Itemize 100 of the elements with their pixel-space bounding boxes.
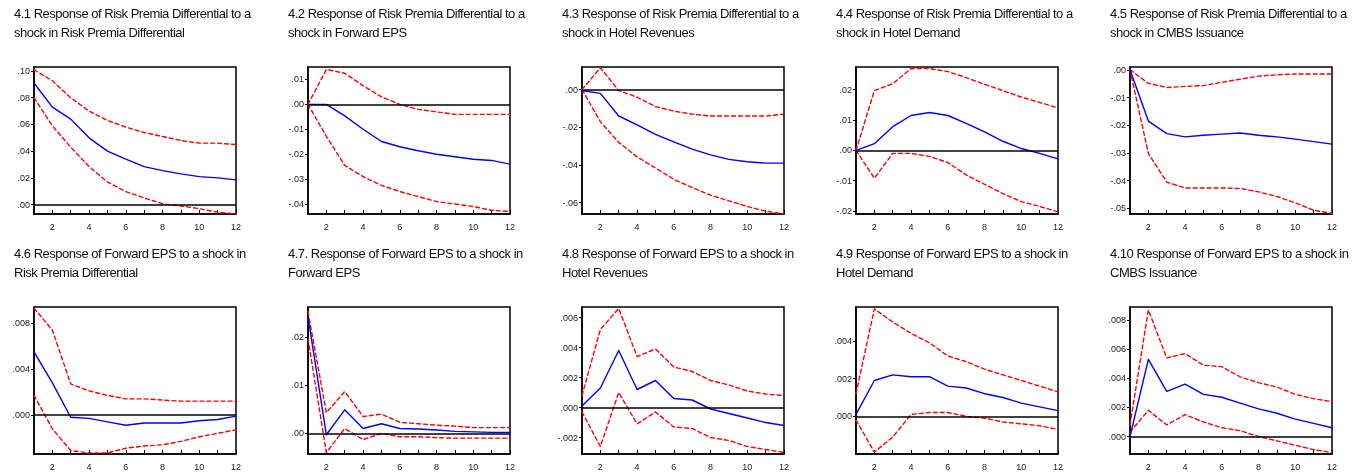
line-series — [33, 351, 237, 426]
x-tick-label: 12 — [230, 221, 242, 232]
x-tick-label: 6 — [397, 221, 403, 232]
x-tick-label: 6 — [123, 461, 129, 472]
y-tick-label: .01 — [291, 380, 304, 391]
y-tick-label: .10 — [17, 66, 30, 77]
y-tick-label: -.06 — [562, 197, 578, 208]
chart-title: 4.8 Response of Forward EPS to a shock in Hotel Revenues — [562, 245, 795, 282]
line-series — [581, 349, 785, 427]
chart-title: 4.1 Response of Risk Premia Differential to a shock in Risk Premia Differential — [14, 5, 252, 42]
x-tick-label: 10 — [742, 221, 753, 232]
x-tick-label: 10 — [194, 461, 205, 472]
y-tick-label: -.02 — [288, 149, 304, 160]
x-tick-label: 2 — [323, 461, 329, 472]
x-tick-label: 12 — [504, 461, 516, 472]
line-series — [33, 82, 237, 181]
y-tick-label: -.04 — [288, 199, 304, 210]
x-tick-label: 4 — [360, 221, 366, 232]
y-tick-label: .008 — [12, 318, 30, 329]
x-tick-label: 4 — [908, 461, 914, 472]
x-tick-label: 12 — [778, 461, 790, 472]
x-tick-label: 2 — [49, 461, 55, 472]
x-tick-label: 4 — [360, 461, 366, 472]
line-series — [855, 111, 1059, 160]
x-tick-label: 4 — [908, 221, 914, 232]
x-tick-label: 4 — [634, 221, 640, 232]
y-tick-label: -.02 — [836, 205, 852, 216]
x-tick-label: 12 — [230, 461, 242, 472]
y-tick-label: .06 — [17, 119, 30, 130]
y-tick-label: .08 — [17, 92, 30, 103]
x-tick-label: 8 — [708, 461, 714, 472]
x-tick-label: 10 — [1290, 461, 1301, 472]
line-series — [33, 68, 237, 146]
line-series — [307, 103, 511, 165]
x-tick-label: 10 — [1290, 221, 1301, 232]
y-tick-label: -.01 — [288, 124, 304, 135]
x-tick-label: 12 — [1326, 221, 1338, 232]
chart-title: 4.9 Response of Forward EPS to a shock in Hotel Demand — [836, 245, 1069, 282]
y-tick-label: .00 — [291, 99, 304, 110]
line-series — [33, 307, 237, 402]
y-tick-label: .02 — [291, 332, 304, 343]
chart-title: 4.2 Response of Risk Premia Differential to a shock in Forward EPS — [288, 5, 526, 42]
y-tick-label: .000 — [560, 402, 578, 413]
y-tick-label: .004 — [560, 342, 578, 353]
y-tick-label: -.02 — [562, 122, 578, 133]
line-series — [855, 308, 1059, 395]
y-tick-label: -.05 — [1110, 203, 1126, 214]
x-tick-label: 6 — [1219, 221, 1225, 232]
chart-title: 4.4 Response of Risk Premia Differential to a shock in Hotel Demand — [836, 5, 1074, 42]
x-tick-label: 8 — [982, 221, 988, 232]
x-tick-label: 6 — [945, 221, 951, 232]
x-tick-label: 4 — [1182, 461, 1188, 472]
y-tick-label: .006 — [560, 312, 578, 323]
x-tick-label: 6 — [397, 461, 403, 472]
line-series — [581, 89, 785, 164]
x-tick-label: 6 — [1219, 461, 1225, 472]
x-tick-label: 2 — [49, 221, 55, 232]
y-tick-label: .01 — [291, 74, 304, 85]
y-tick-label: .02 — [839, 84, 852, 95]
x-tick-label: 6 — [671, 461, 677, 472]
line-series — [581, 307, 785, 397]
y-tick-label: .002 — [1108, 402, 1126, 413]
x-tick-label: 8 — [434, 461, 440, 472]
y-tick-label: -.002 — [557, 432, 578, 443]
y-tick-label: .000 — [1108, 431, 1126, 442]
x-tick-label: 4 — [1182, 221, 1188, 232]
y-tick-label: .002 — [834, 373, 852, 384]
chart-title: 4.10 Response of Forward EPS to a shock in CMBS Issuance — [1110, 245, 1350, 282]
y-tick-label: -.01 — [1110, 92, 1126, 103]
y-tick-label: .00 — [291, 428, 304, 439]
y-tick-label: -.02 — [1110, 120, 1126, 131]
y-tick-label: .000 — [12, 409, 30, 420]
x-tick-label: 12 — [1052, 461, 1064, 472]
x-tick-label: 2 — [871, 221, 877, 232]
line-series — [1129, 309, 1333, 426]
x-tick-label: 10 — [1016, 461, 1027, 472]
y-tick-label: .04 — [17, 146, 30, 157]
x-tick-label: 2 — [871, 461, 877, 472]
x-tick-label: 10 — [1016, 221, 1027, 232]
x-tick-label: 4 — [86, 221, 92, 232]
y-tick-label: .02 — [17, 172, 30, 183]
chart-title: 4.6 Response of Forward EPS to a shock in Risk Premia Differential — [14, 245, 247, 282]
x-tick-label: 2 — [597, 221, 603, 232]
x-tick-label: 12 — [778, 221, 790, 232]
y-tick-label: .004 — [12, 364, 30, 375]
x-tick-label: 12 — [504, 221, 516, 232]
y-tick-label: .01 — [839, 115, 852, 126]
y-tick-label: .006 — [1108, 344, 1126, 355]
x-tick-label: 6 — [671, 221, 677, 232]
y-tick-label: .00 — [565, 84, 578, 95]
line-series — [1129, 358, 1333, 438]
y-tick-label: -.03 — [288, 174, 304, 185]
x-tick-label: 8 — [160, 461, 166, 472]
y-tick-label: .00 — [17, 199, 30, 210]
x-tick-label: 10 — [468, 221, 479, 232]
x-tick-label: 8 — [1256, 221, 1262, 232]
x-tick-label: 2 — [323, 221, 329, 232]
y-tick-label: -.01 — [836, 175, 852, 186]
x-tick-label: 8 — [1256, 461, 1262, 472]
y-tick-label: .000 — [834, 411, 852, 422]
